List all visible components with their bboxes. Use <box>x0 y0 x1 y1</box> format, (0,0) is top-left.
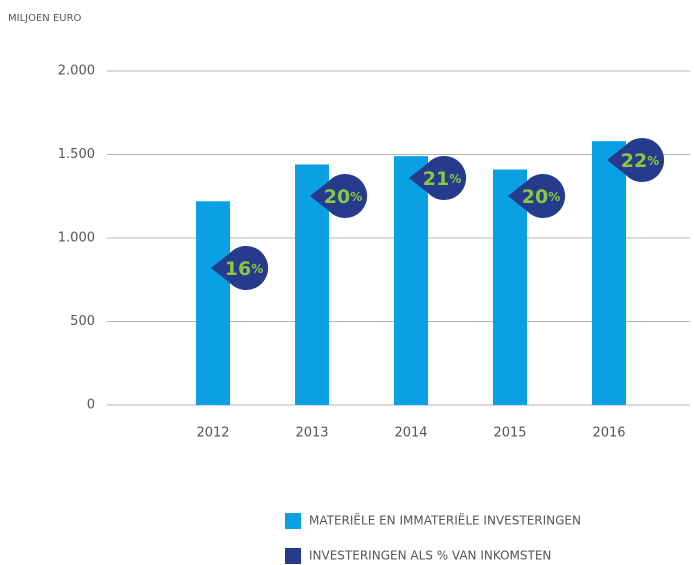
x-tick-label: 2013 <box>295 426 328 441</box>
percentage-badge <box>409 156 467 201</box>
legend-swatch <box>285 513 301 529</box>
badge-label: 20% <box>522 186 560 208</box>
legend-swatch <box>285 548 301 564</box>
x-tick-label: 2016 <box>592 426 625 441</box>
y-tick-label: 1.000 <box>58 231 95 246</box>
badge-label: 21% <box>423 168 461 190</box>
y-tick-label: 500 <box>70 314 95 329</box>
x-tick-label: 2012 <box>196 426 229 441</box>
percentage-badge <box>508 174 566 218</box>
bar <box>196 201 230 405</box>
y-tick-label: 2.000 <box>58 64 95 79</box>
legend-label: INVESTERINGEN ALS % VAN INKOMSTEN <box>309 549 551 563</box>
legend-label: MATERIËLE EN IMMATERIËLE INVESTERINGEN <box>309 513 581 528</box>
y-tick-label: 0 <box>87 398 95 413</box>
bar <box>592 141 626 405</box>
bar <box>394 156 428 405</box>
x-tick-label: 2014 <box>394 426 427 441</box>
bar <box>493 169 527 405</box>
badge-label: 16% <box>225 258 263 280</box>
percentage-badge <box>211 246 269 290</box>
percentage-badge <box>310 174 368 218</box>
badge-label: 22% <box>621 150 659 172</box>
y-axis-label: MILJOEN EURO <box>8 13 82 24</box>
badge-label: 20% <box>324 186 362 208</box>
y-tick-label: 1.500 <box>58 147 95 162</box>
x-tick-label: 2015 <box>493 426 526 441</box>
percentage-badge <box>607 138 665 182</box>
